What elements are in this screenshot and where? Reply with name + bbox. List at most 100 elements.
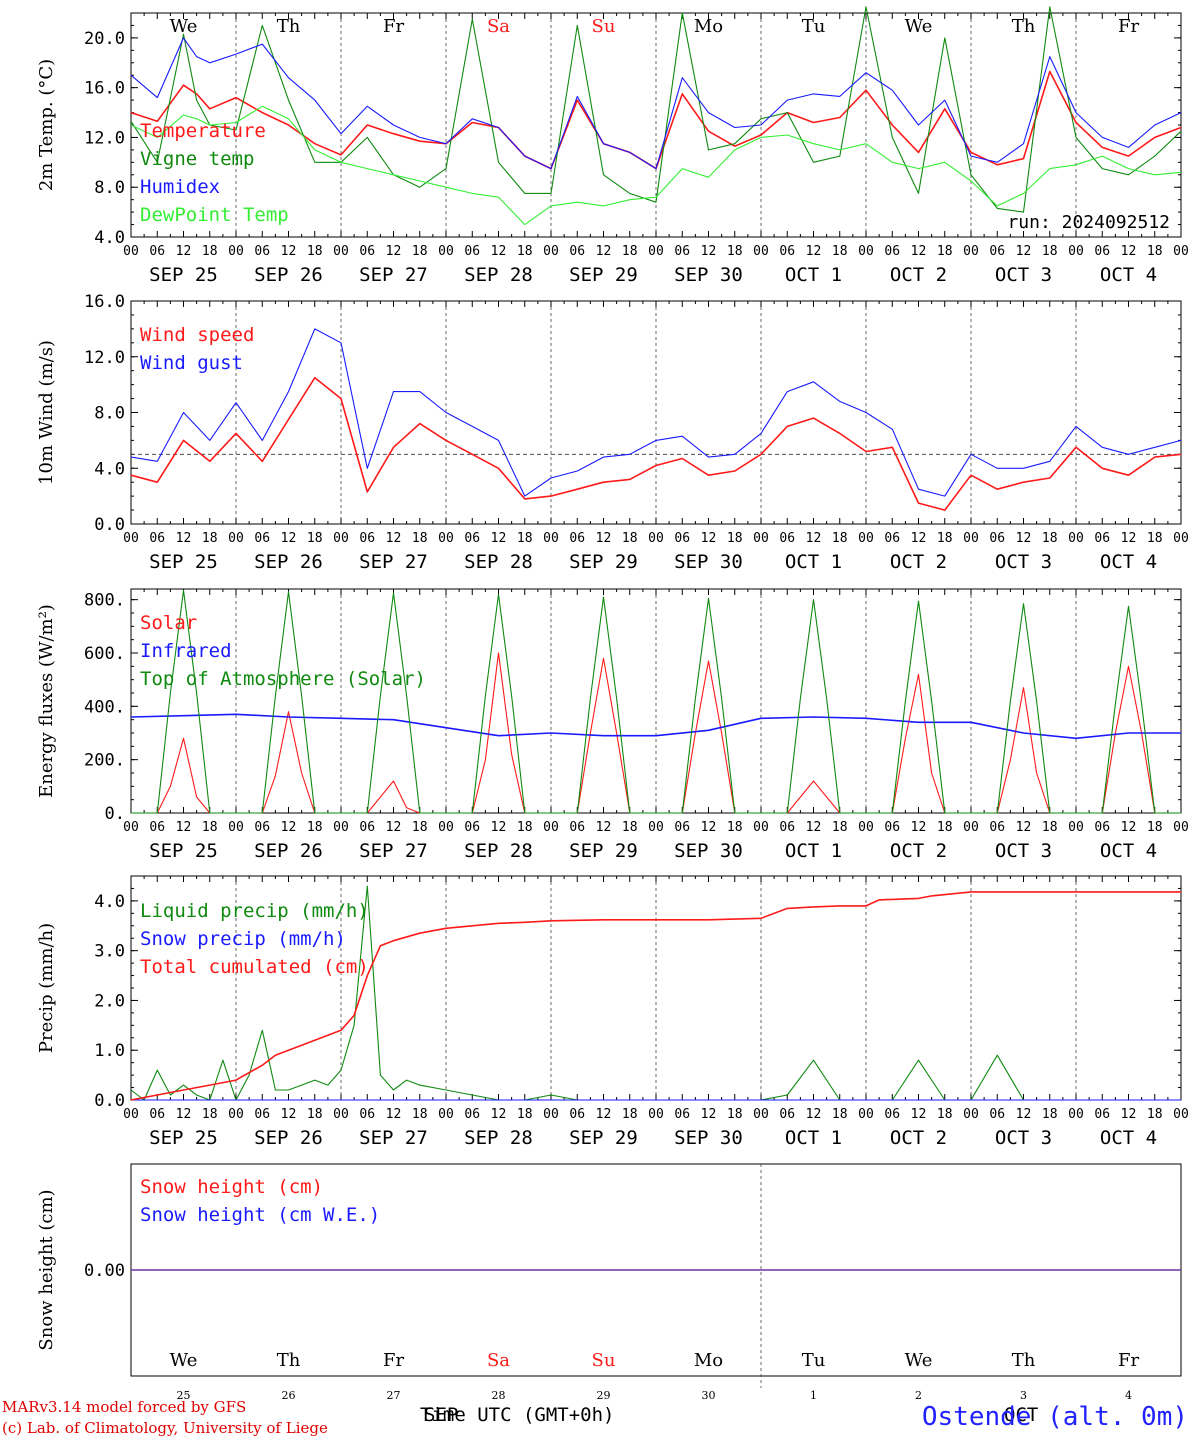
weekday-label-bottom: Mo <box>694 1350 723 1371</box>
energy-hour-label: 12 <box>701 820 717 835</box>
weekday-label-top: Th <box>277 16 301 37</box>
weekday-label-top: Su <box>592 16 616 37</box>
wind-hour-label: 12 <box>701 531 717 546</box>
wind-hour-label: 18 <box>1042 531 1058 546</box>
wind-hour-label: 18 <box>727 531 743 546</box>
weekday-label-bottom: Th <box>1012 1350 1036 1371</box>
weekday-label-bottom: Tu <box>802 1350 826 1371</box>
wind-hour-label: 18 <box>1147 531 1163 546</box>
energy-hour-label: 00 <box>753 820 769 835</box>
precip-day-label: SEP 26 <box>254 1127 323 1149</box>
temperature-series-dewpoint-temp <box>130 105 1182 226</box>
wind-ylabel: 10m Wind (m/s) <box>36 340 57 485</box>
wind-hour-label: 12 <box>386 531 402 546</box>
wind-hour-label: 12 <box>491 531 507 546</box>
temperature-hour-label: 18 <box>937 244 953 259</box>
temperature-hour-label: 00 <box>1173 244 1189 259</box>
wind-hour-label: 18 <box>412 531 428 546</box>
energy-legend-entry: Solar <box>140 612 197 634</box>
temperature-ytick-label: 16.0 <box>84 79 125 99</box>
wind-hour-label: 06 <box>359 531 375 546</box>
energy-day-label: SEP 25 <box>149 840 218 862</box>
precip-hour-label: 12 <box>911 1107 927 1122</box>
energy-legend-entry: Top of Atmosphere (Solar) <box>140 668 426 690</box>
wind-hour-label: 06 <box>674 531 690 546</box>
precip-hour-label: 06 <box>674 1107 690 1122</box>
energy-hour-label: 18 <box>832 820 848 835</box>
energy-hour-label: 18 <box>1042 820 1058 835</box>
energy-hour-label: 06 <box>464 820 480 835</box>
temperature-hour-label: 00 <box>648 244 664 259</box>
energy-ytick-label: 800. <box>84 591 125 611</box>
wind-day-label: OCT 4 <box>1100 551 1157 573</box>
energy-hour-label: 00 <box>438 820 454 835</box>
wind-hour-label: 06 <box>149 531 165 546</box>
wind-day-label: OCT 2 <box>890 551 947 573</box>
temperature-hour-label: 06 <box>359 244 375 259</box>
wind-hour-label: 18 <box>202 531 218 546</box>
precip-hour-label: 12 <box>596 1107 612 1122</box>
weekday-label-bottom: Fr <box>1118 1350 1139 1371</box>
wind-hour-label: 18 <box>937 531 953 546</box>
temperature-hour-label: 18 <box>1147 244 1163 259</box>
energy-hour-label: 18 <box>412 820 428 835</box>
wind-hour-label: 18 <box>307 531 323 546</box>
precip-hour-label: 06 <box>359 1107 375 1122</box>
wind-legend-entry: Wind speed <box>140 324 254 346</box>
temperature-hour-label: 12 <box>1121 244 1137 259</box>
temperature-hour-label: 18 <box>412 244 428 259</box>
energy-hour-label: 00 <box>963 820 979 835</box>
wind-day-label: SEP 28 <box>464 551 533 573</box>
temperature-legend-entry: Vigne temp <box>140 148 254 170</box>
wind-hour-label: 06 <box>1094 531 1110 546</box>
day-number-label: 29 <box>597 1389 611 1402</box>
wind-hour-label: 12 <box>281 531 297 546</box>
wind-ytick-label: 8.0 <box>94 404 125 424</box>
precip-hour-label: 12 <box>806 1107 822 1122</box>
wind-hour-label: 00 <box>333 531 349 546</box>
precip-hour-label: 00 <box>858 1107 874 1122</box>
wind-day-label: OCT 3 <box>995 551 1052 573</box>
temperature-hour-label: 06 <box>149 244 165 259</box>
wind-hour-label: 06 <box>464 531 480 546</box>
precip-hour-label: 00 <box>753 1107 769 1122</box>
precip-day-label: SEP 29 <box>569 1127 638 1149</box>
energy-day-label: OCT 2 <box>890 840 947 862</box>
precip-hour-label: 12 <box>386 1107 402 1122</box>
temperature-hour-label: 00 <box>438 244 454 259</box>
precip-day-label: SEP 28 <box>464 1127 533 1149</box>
temperature-hour-label: 12 <box>1016 244 1032 259</box>
temperature-hour-label: 18 <box>517 244 533 259</box>
temperature-hour-label: 12 <box>806 244 822 259</box>
day-number-label: 26 <box>282 1389 296 1402</box>
precip-series-total-cumulated-cm <box>130 891 1181 1101</box>
energy-hour-label: 18 <box>727 820 743 835</box>
footer-model-credit: MARv3.14 model forced by GFS <box>2 1398 247 1416</box>
precip-hour-label: 06 <box>989 1107 1005 1122</box>
temperature-hour-label: 12 <box>386 244 402 259</box>
temperature-day-label: SEP 27 <box>359 264 428 286</box>
energy-hour-label: 06 <box>884 820 900 835</box>
precip-ylabel: Precip (mm/h) <box>36 923 57 1053</box>
temperature-hour-label: 06 <box>464 244 480 259</box>
energy-day-label: SEP 27 <box>359 840 428 862</box>
wind-frame <box>130 300 1182 525</box>
wind-hour-label: 00 <box>858 531 874 546</box>
energy-hour-label: 18 <box>1147 820 1163 835</box>
temperature-hour-label: 18 <box>307 244 323 259</box>
temperature-hour-label: 06 <box>884 244 900 259</box>
precip-hour-label: 18 <box>727 1107 743 1122</box>
temperature-hour-label: 06 <box>674 244 690 259</box>
weekday-label-top: Th <box>1012 16 1036 37</box>
temperature-hour-label: 00 <box>333 244 349 259</box>
precip-hour-label: 12 <box>701 1107 717 1122</box>
energy-hour-label: 00 <box>648 820 664 835</box>
temperature-ylabel: 2m Temp. (°C) <box>36 59 57 191</box>
precip-hour-label: 00 <box>1173 1107 1189 1122</box>
precip-hour-label: 00 <box>228 1107 244 1122</box>
temperature-hour-label: 00 <box>963 244 979 259</box>
energy-hour-label: 12 <box>911 820 927 835</box>
precip-legend-entry: Total cumulated (cm) <box>140 956 369 978</box>
day-number-label: 28 <box>492 1389 506 1402</box>
